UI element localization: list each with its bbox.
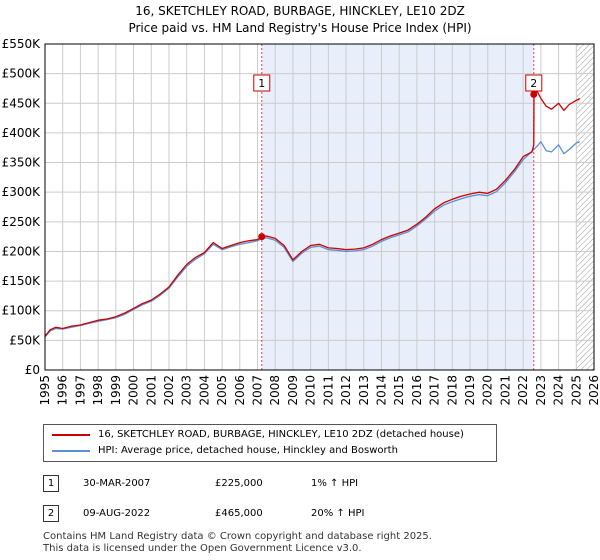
y-tick-label: £200K — [2, 244, 42, 258]
price-chart: £0 £50K £100K £150K £200K £250K £300K £350K £400… — [2, 37, 600, 406]
x-tick-label: 2000 — [127, 375, 141, 406]
x-tick-label: 2021 — [498, 375, 512, 406]
y-tick-label: £400K — [2, 126, 42, 140]
chart-subtitle: Price paid vs. HM Land Registry's House … — [128, 21, 472, 35]
sale-marker-box — [253, 74, 271, 92]
x-tick-label: 2007 — [251, 375, 265, 406]
x-tick-label: 2023 — [534, 375, 548, 406]
x-tick-label: 1998 — [91, 375, 105, 406]
sale-marker-label: 1 — [258, 77, 265, 90]
y-tick-label: £300K — [2, 185, 42, 199]
x-tick-label: 2012 — [339, 375, 353, 406]
hpi-line — [44, 141, 581, 338]
x-tick-label: 2002 — [162, 375, 176, 406]
x-tick-label: 2010 — [304, 375, 318, 406]
y-tick-label: £50K — [9, 333, 41, 347]
sale-price: £465,000 — [215, 508, 263, 519]
sale-price: £225,000 — [215, 478, 263, 489]
x-tick-label: 2009 — [286, 375, 300, 406]
legend-label-property: 16, SKETCHLEY ROAD, BURBAGE, HINCKLEY, L… — [98, 429, 464, 440]
x-tick-label: 2014 — [374, 375, 388, 406]
sale-row-2: 2 09-AUG-2022 £465,000 20% ↑ HPI — [43, 504, 463, 524]
x-tick-label: 2003 — [180, 375, 194, 406]
sale-date: 09-AUG-2022 — [83, 508, 151, 519]
x-tick-label: 2018 — [445, 375, 459, 406]
x-tick-label: 2008 — [268, 375, 282, 406]
footer-copyright: Contains HM Land Registry data © Crown c… — [43, 531, 432, 542]
footer-licence: This data is licensed under the Open Gov… — [43, 543, 362, 554]
x-tick-label: 2025 — [569, 375, 583, 406]
y-tick-label: £250K — [2, 215, 42, 229]
x-tick-label: 2019 — [463, 375, 477, 406]
y-tick-label: £100K — [2, 304, 42, 318]
x-tick-label: 2011 — [321, 375, 335, 406]
x-tick-label: 2026 — [587, 375, 600, 406]
x-tick-label: 2005 — [215, 375, 229, 406]
x-tick-label: 2004 — [197, 375, 211, 406]
projection-hatch — [576, 44, 594, 370]
sale-point-2 — [530, 90, 538, 98]
sale-marker-label: 2 — [530, 77, 537, 90]
sale-number-badge: 1 — [43, 475, 59, 492]
sale-hpi-change: 1% ↑ HPI — [311, 478, 359, 489]
y-tick-label: £0 — [25, 363, 40, 377]
x-tick-label: 2022 — [516, 375, 530, 406]
sale-marker-box — [525, 74, 543, 92]
x-tick-label: 1997 — [73, 375, 87, 406]
sale-hpi-change: 20% ↑ HPI — [311, 508, 365, 519]
sale-date: 30-MAR-2007 — [83, 478, 151, 489]
x-tick-label: 1995 — [38, 375, 52, 406]
x-tick-label: 2017 — [428, 375, 442, 406]
x-tick-label: 2001 — [144, 375, 158, 406]
x-tick-label: 1996 — [56, 375, 70, 406]
sale-point-1 — [258, 233, 266, 241]
sale-row-1: 1 30-MAR-2007 £225,000 1% ↑ HPI — [43, 474, 463, 494]
y-tick-label: £150K — [2, 274, 42, 288]
property-price-line — [44, 90, 581, 337]
x-tick-label: 2016 — [410, 375, 424, 406]
legend-label-hpi: HPI: Average price, detached house, Hinc… — [98, 445, 398, 456]
y-tick-label: £350K — [2, 156, 42, 170]
shaded-ownership-region — [261, 44, 534, 370]
legend-swatch-property — [52, 434, 90, 436]
y-tick-label: £550K — [2, 37, 42, 51]
x-tick-label: 2013 — [357, 375, 371, 406]
x-tick-label: 2024 — [552, 375, 566, 406]
x-tick-label: 2020 — [481, 375, 495, 406]
x-tick-label: 2006 — [233, 375, 247, 406]
legend-swatch-hpi — [52, 450, 90, 452]
y-tick-label: £500K — [2, 67, 42, 81]
y-tick-label: £450K — [2, 96, 42, 110]
chart-title: 16, SKETCHLEY ROAD, BURBAGE, HINCKLEY, L… — [135, 4, 465, 18]
plot-border — [44, 43, 595, 371]
legend: 16, SKETCHLEY ROAD, BURBAGE, HINCKLEY, L… — [43, 424, 497, 462]
sale-number-badge: 2 — [43, 505, 59, 522]
x-tick-label: 2015 — [392, 375, 406, 406]
x-tick-label: 1999 — [109, 375, 123, 406]
